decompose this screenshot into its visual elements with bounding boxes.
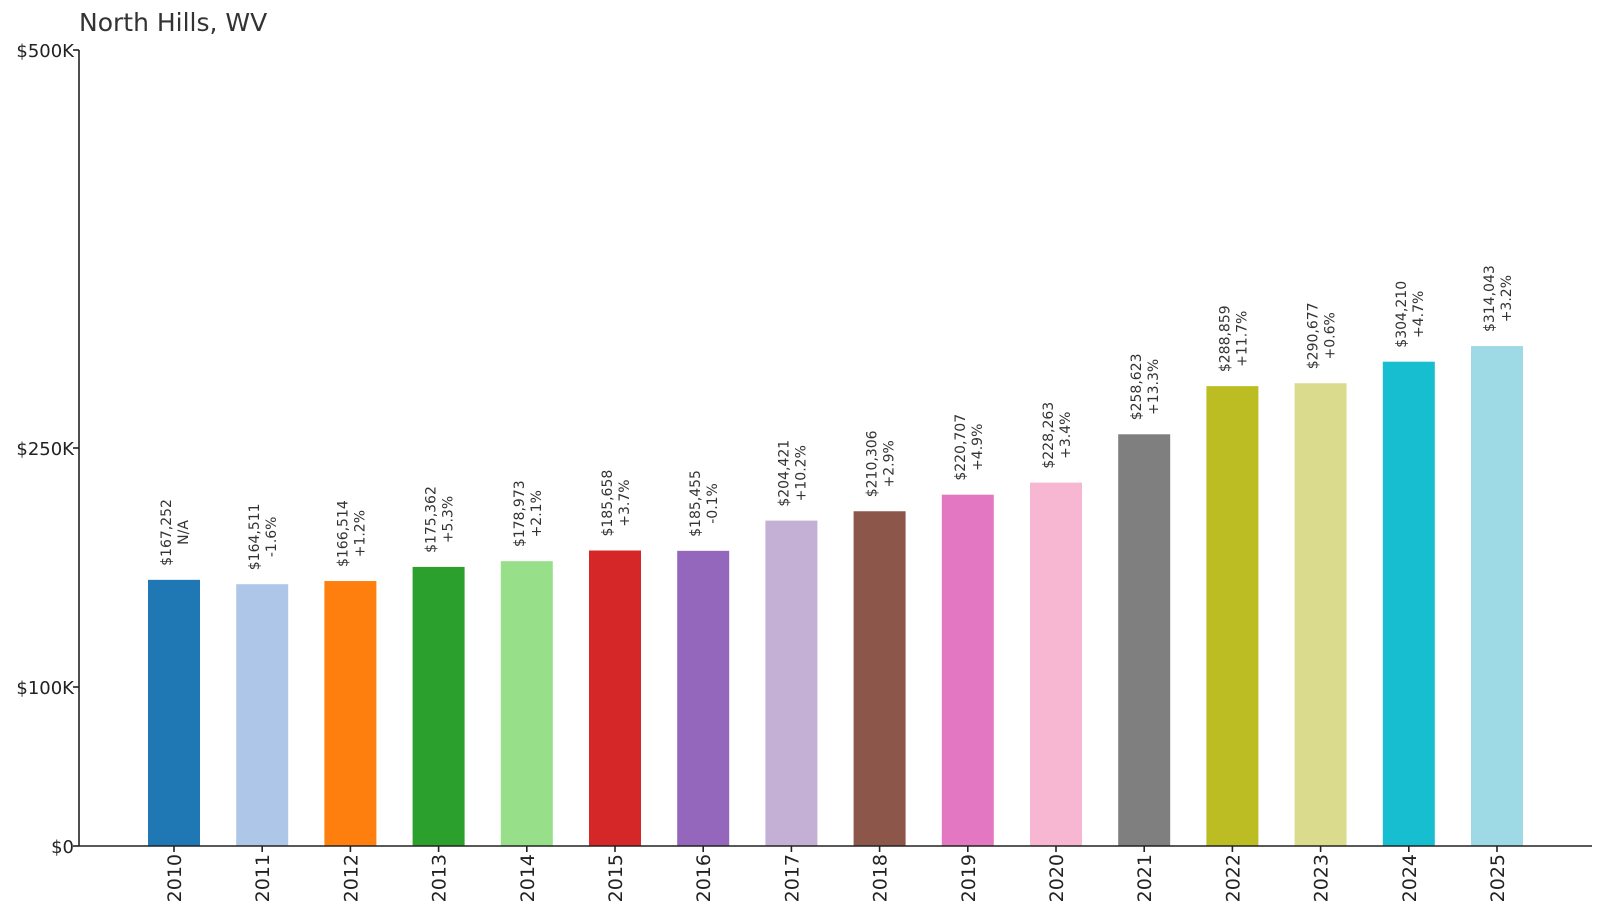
bar-2011 [236,584,289,846]
value-label-2014: $178,973 [512,480,528,547]
value-label-2011: $164,511 [247,503,263,570]
change-label-2024: +4.7% [1411,291,1427,338]
x-tick-label-2012: 2012 [340,854,362,902]
value-label-2023: $290,677 [1306,302,1322,369]
change-label-2011: -1.6% [264,516,280,557]
bar-2025 [1471,346,1523,846]
value-label-2025: $314,043 [1482,265,1498,332]
y-tick-label: $500K [16,41,75,62]
bar-2020 [1030,482,1082,846]
chart-title: North Hills, WV [79,8,267,37]
bar-2010 [148,579,200,846]
bar-2016 [677,550,730,846]
value-label-2010: $167,252 [159,499,175,566]
value-label-2021: $258,623 [1129,353,1145,420]
change-label-2015: +3.7% [617,479,633,526]
value-label-2020: $228,263 [1041,402,1057,469]
value-label-2013: $175,362 [424,486,440,553]
change-label-2025: +3.2% [1499,275,1515,322]
value-label-2022: $288,859 [1217,305,1233,372]
value-label-2017: $204,421 [776,440,792,507]
x-tick-label-2024: 2024 [1399,854,1421,902]
value-label-2018: $210,306 [865,430,881,497]
value-label-2019: $220,707 [953,414,969,481]
bar-2014 [500,561,553,846]
x-tick-label-2018: 2018 [870,854,892,902]
value-label-2012: $166,514 [335,500,351,567]
bar-2023 [1294,383,1347,846]
x-tick-label-2021: 2021 [1134,854,1156,902]
y-tick-label: $250K [16,439,75,460]
x-tick-label-2017: 2017 [781,854,803,902]
x-tick-label-2015: 2015 [605,854,627,902]
x-tick-label-2016: 2016 [693,854,715,902]
change-label-2014: +2.1% [529,490,545,537]
x-tick-label-2013: 2013 [429,854,451,902]
y-tick-label: $0 [51,837,74,858]
y-axis: $0 $100K $250K $500K [16,41,80,858]
change-label-2019: +4.9% [970,424,986,471]
bar-2018 [853,511,906,846]
x-tick-label-2022: 2022 [1222,854,1244,902]
x-tick-label-2019: 2019 [958,854,980,902]
change-label-2010: N/A [176,520,192,545]
bar-2017 [765,520,818,846]
x-tick-label-2014: 2014 [517,854,539,902]
bar-2013 [412,566,465,846]
change-label-2021: +13.3% [1146,359,1162,415]
x-tick-label-2011: 2011 [252,854,274,902]
change-label-2023: +0.6% [1323,312,1339,359]
change-label-2017: +10.2% [793,445,809,501]
x-tick-label-2023: 2023 [1311,854,1333,902]
value-label-2016: $185,455 [688,470,704,537]
bar-2015 [589,550,641,846]
x-axis: 2010 2011 2012 2013 2014 2015 2016 2017 2018 2019… [79,845,1592,902]
x-tick-label-2010: 2010 [164,854,186,902]
value-label-2015: $185,658 [600,470,616,537]
change-label-2018: +2.9% [882,440,898,487]
change-label-2012: +1.2% [352,510,368,557]
y-tick-label: $100K [16,678,75,699]
change-label-2013: +5.3% [441,496,457,543]
value-label-2024: $304,210 [1394,281,1410,348]
change-label-2016: -0.1% [705,483,721,524]
bar-2012 [324,581,377,846]
bar-2021 [1118,434,1171,846]
change-label-2020: +3.4% [1058,412,1074,459]
x-tick-label-2025: 2025 [1487,854,1509,902]
bar-2019 [941,494,994,846]
bars: $167,252 N/A $164,511 -1.6% $166,514 +1.2% $17… [148,265,1523,846]
change-label-2022: +11.7% [1234,311,1250,367]
x-tick-label-2020: 2020 [1046,854,1068,902]
bar-2022 [1206,386,1259,846]
bar-2024 [1382,361,1435,846]
